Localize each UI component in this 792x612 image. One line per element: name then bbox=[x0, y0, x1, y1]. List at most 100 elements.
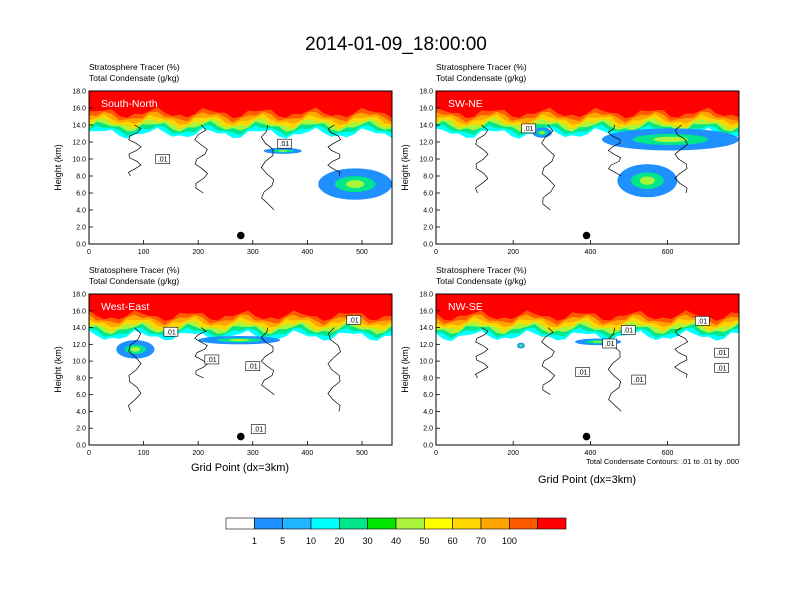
y-tick-label: 18.0 bbox=[72, 89, 86, 96]
panel-title-tracer: Stratosphere Tracer (%) bbox=[436, 265, 527, 275]
contour-label-box bbox=[631, 374, 646, 385]
cloud-shading bbox=[519, 344, 522, 347]
contour-label: .01 bbox=[623, 328, 633, 335]
contour-label-box bbox=[245, 361, 261, 371]
colorbar: 1 5 10 20 30 40 50 60 70 100 bbox=[225, 517, 567, 546]
y-tick-label: 2.0 bbox=[76, 225, 86, 232]
x-tick-label: 200 bbox=[507, 249, 519, 256]
contour-line bbox=[674, 327, 689, 378]
y-tick-label: 4.0 bbox=[76, 409, 86, 416]
contour-label: .01 bbox=[253, 427, 263, 434]
contour-label: .01 bbox=[280, 141, 290, 148]
tracer-band bbox=[436, 91, 739, 119]
contour-label-box bbox=[277, 138, 292, 149]
y-tick-label: 18.0 bbox=[419, 89, 433, 96]
x-tick-label: 600 bbox=[662, 249, 674, 256]
colorbar-swatch bbox=[395, 517, 425, 530]
colorbar-swatch bbox=[424, 517, 453, 530]
y-tick-label: 0.0 bbox=[76, 443, 86, 450]
contour-label-box bbox=[521, 123, 536, 134]
contour-line bbox=[127, 124, 142, 177]
panel-2: .01 .01 .01 .01 .01 West-East Stratosphere Tra… bbox=[53, 265, 393, 457]
y-tick-label: 8.0 bbox=[423, 375, 433, 382]
station-marker bbox=[582, 231, 591, 240]
contour-label-box bbox=[695, 316, 710, 326]
panel-title-tracer: Stratosphere Tracer (%) bbox=[89, 62, 180, 72]
y-tick-label: 10.0 bbox=[419, 157, 433, 164]
contour-line bbox=[327, 327, 342, 412]
colorbar-label: 30 bbox=[363, 536, 373, 546]
colorbar-label: 70 bbox=[476, 536, 486, 546]
y-tick-label: 12.0 bbox=[419, 140, 433, 147]
y-tick-label: 14.0 bbox=[419, 123, 433, 130]
cloud-shading bbox=[130, 347, 141, 352]
colorbar-swatch bbox=[339, 517, 368, 530]
y-tick-label: 10.0 bbox=[72, 157, 86, 164]
panel-name: NW-SE bbox=[448, 301, 483, 313]
contour-label-box bbox=[575, 367, 590, 377]
y-tick-label: 16.0 bbox=[72, 308, 86, 315]
y-tick-label: 4.0 bbox=[76, 208, 86, 215]
x-axis-label-right: Grid Point (dx=3km) bbox=[538, 474, 636, 486]
colorbar-label: 10 bbox=[306, 536, 316, 546]
contour-line bbox=[194, 327, 209, 379]
contour-label: .01 bbox=[578, 370, 588, 377]
x-tick-label: 100 bbox=[138, 450, 150, 457]
y-tick-label: 0.0 bbox=[423, 443, 433, 450]
contour-line bbox=[260, 327, 275, 395]
cloud-shading bbox=[345, 180, 365, 189]
tracer-band bbox=[89, 294, 392, 321]
colorbar-swatch bbox=[310, 517, 340, 530]
y-tick-label: 6.0 bbox=[76, 392, 86, 399]
x-tick-label: 0 bbox=[434, 450, 438, 457]
y-tick-label: 16.0 bbox=[419, 106, 433, 113]
panel-frame bbox=[435, 293, 740, 446]
x-tick-label: 200 bbox=[507, 450, 519, 457]
panel-name: West-East bbox=[101, 301, 149, 313]
y-tick-label: 18.0 bbox=[72, 292, 86, 299]
y-tick-label: 4.0 bbox=[423, 208, 433, 215]
contour-line bbox=[127, 327, 142, 412]
panel-3: .01 .01 .01 .01 .01 .01 .01 NW-SE Stratosphere T… bbox=[400, 265, 740, 457]
y-tick-label: 6.0 bbox=[423, 392, 433, 399]
cloud-shading bbox=[653, 136, 688, 143]
panel-1: .01 SW-NE Stratosphere Tracer (%)Total Con… bbox=[400, 62, 740, 256]
y-tick-label: 10.0 bbox=[72, 359, 86, 366]
x-tick-label: 0 bbox=[87, 450, 91, 457]
colorbar-swatch bbox=[254, 517, 283, 530]
y-tick-label: 4.0 bbox=[423, 409, 433, 416]
panel-title-tracer: Stratosphere Tracer (%) bbox=[89, 265, 180, 275]
contour-line bbox=[674, 124, 689, 194]
y-tick-label: 10.0 bbox=[419, 359, 433, 366]
x-tick-label: 500 bbox=[356, 450, 368, 457]
contour-line bbox=[474, 327, 489, 379]
y-tick-label: 12.0 bbox=[72, 342, 86, 349]
x-axis-label-left: Grid Point (dx=3km) bbox=[191, 462, 289, 474]
station-marker bbox=[236, 231, 245, 240]
contour-label-box bbox=[250, 424, 266, 434]
contour-label-box bbox=[204, 354, 220, 365]
colorbar-swatch bbox=[509, 517, 538, 530]
y-tick-label: 14.0 bbox=[419, 325, 433, 332]
x-tick-label: 0 bbox=[87, 249, 91, 256]
panels: .01 .01 South-North Stratosphere Tracer (%)… bbox=[53, 62, 740, 457]
x-tick-label: 0 bbox=[434, 249, 438, 256]
y-tick-label: 14.0 bbox=[72, 123, 86, 130]
y-tick-label: 6.0 bbox=[76, 191, 86, 198]
panel-title-tracer: Stratosphere Tracer (%) bbox=[436, 62, 527, 72]
panel-name: SW-NE bbox=[448, 98, 483, 110]
colorbar-swatch bbox=[367, 517, 397, 530]
cloud-shading bbox=[639, 176, 655, 185]
y-tick-label: 8.0 bbox=[76, 375, 86, 382]
y-tick-label: 0.0 bbox=[423, 242, 433, 249]
y-axis-label: Height (km) bbox=[53, 144, 63, 191]
contour-label: .01 bbox=[524, 126, 534, 133]
contour-line bbox=[327, 124, 342, 177]
colorbar-label: 100 bbox=[502, 536, 517, 546]
x-tick-label: 100 bbox=[138, 249, 150, 256]
y-tick-label: 18.0 bbox=[419, 292, 433, 299]
y-tick-label: 0.0 bbox=[76, 242, 86, 249]
y-tick-label: 6.0 bbox=[423, 191, 433, 198]
contour-note: Total Condensate Contours: .01 to .01 by… bbox=[586, 457, 739, 466]
y-tick-label: 2.0 bbox=[423, 426, 433, 433]
